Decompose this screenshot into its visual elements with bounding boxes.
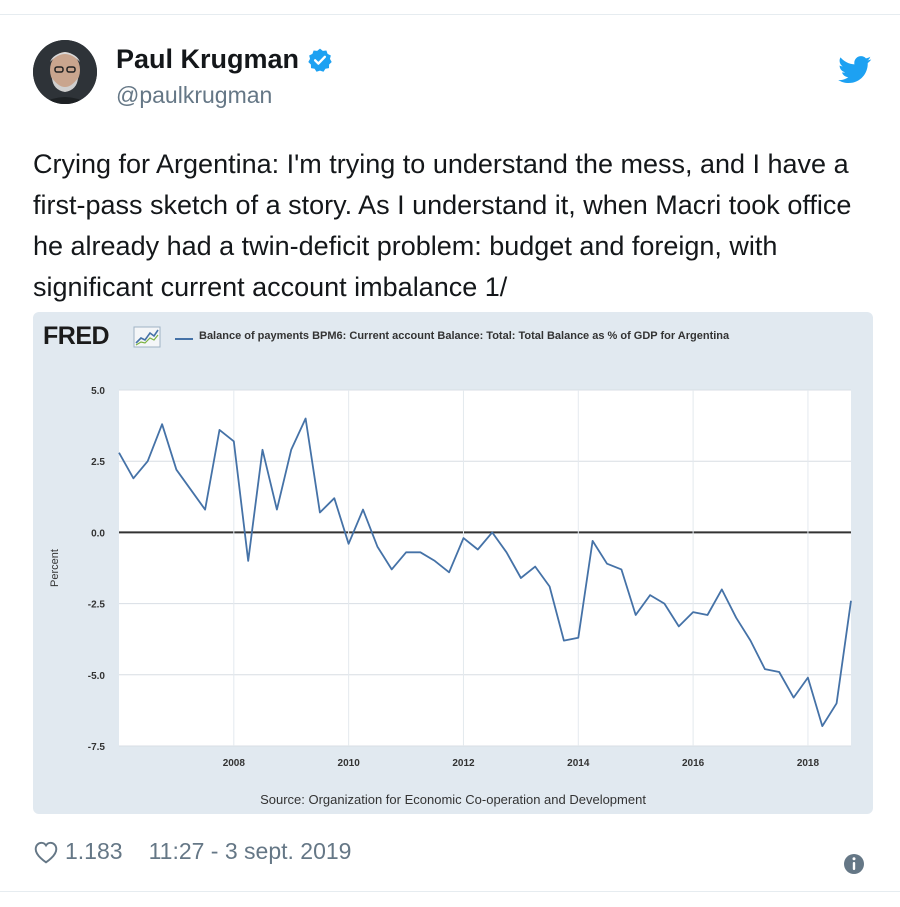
- x-tick-label: 2016: [682, 758, 705, 769]
- like-count[interactable]: 1.183: [65, 838, 123, 864]
- fred-logo: FRED: [43, 322, 110, 350]
- x-tick-label: 2014: [567, 758, 590, 769]
- plot-area: [119, 390, 851, 746]
- tweet-footer: 1.183 11:27 - 3 sept. 2019: [33, 838, 351, 865]
- x-tick-label: 2018: [797, 758, 820, 769]
- y-tick-label: -7.5: [88, 742, 106, 753]
- y-tick-label: -5.0: [88, 671, 106, 682]
- fred-chart-card[interactable]: FRED Balance of payments BPM6: Current a…: [33, 312, 873, 814]
- chart-source: Source: Organization for Economic Co-ope…: [260, 792, 646, 807]
- y-axis-label: Percent: [49, 549, 61, 587]
- heart-icon[interactable]: [33, 840, 59, 864]
- tweet-card: [0, 14, 900, 892]
- author-name[interactable]: Paul Krugman: [116, 44, 300, 74]
- fred-sparkline-icon: [133, 326, 161, 348]
- y-tick-label: 0.0: [91, 528, 105, 539]
- x-tick-label: 2012: [452, 758, 475, 769]
- y-tick-label: 5.0: [91, 386, 105, 397]
- legend-swatch: [175, 338, 193, 340]
- y-tick-label: 2.5: [91, 457, 105, 468]
- tweet-text: Crying for Argentina: I'm trying to unde…: [33, 149, 852, 302]
- author-handle[interactable]: @paulkrugman: [116, 82, 273, 108]
- author-name-row: Paul Krugman: [116, 44, 333, 75]
- x-tick-label: 2010: [338, 758, 361, 769]
- x-tick-label: 2008: [223, 758, 246, 769]
- tweet-timestamp[interactable]: 11:27 - 3 sept. 2019: [148, 838, 352, 864]
- verified-badge-icon: [308, 48, 332, 72]
- twitter-bird-icon[interactable]: [838, 56, 872, 84]
- y-tick-label: -2.5: [88, 600, 106, 611]
- info-icon[interactable]: [842, 852, 866, 876]
- author-avatar[interactable]: [33, 40, 97, 104]
- series-line: [118, 417, 852, 728]
- legend-label: Balance of payments BPM6: Current accoun…: [199, 330, 730, 342]
- line-chart: 5.0 2.5 0.0 -2.5 -5.0 -7.5 2008 2010 2012 2014 20…: [49, 386, 852, 769]
